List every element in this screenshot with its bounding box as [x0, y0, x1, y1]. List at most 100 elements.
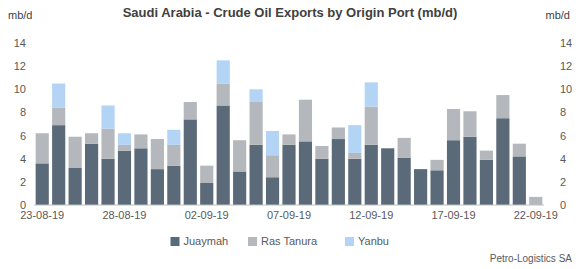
bar-segment: [250, 145, 263, 205]
x-tick-label: 23-08-19: [20, 209, 64, 221]
bar-segment: [134, 134, 147, 148]
bar-segment: [513, 144, 526, 157]
source: Petro-Logistics SA: [490, 253, 573, 264]
bar-segment: [414, 169, 427, 170]
bar-segment: [184, 102, 197, 103]
bar-segment: [101, 129, 114, 159]
bar-segment: [496, 118, 509, 205]
bar-segment: [348, 159, 361, 205]
y-tick-label: 2: [20, 176, 26, 188]
bar-segment: [315, 145, 328, 146]
bar-segment: [414, 169, 427, 205]
x-tick-label: 07-09-19: [267, 209, 311, 221]
bar-segment: [85, 144, 98, 205]
y-tick-label: 8: [20, 106, 26, 118]
y2-tick-label: 0: [560, 199, 566, 211]
y2-tick-label: 10: [560, 83, 572, 95]
y2-tick-label: 2: [560, 176, 566, 188]
bar-segment: [447, 140, 460, 205]
x-tick-label: 02-09-19: [185, 209, 229, 221]
bar-segment: [381, 148, 394, 149]
bar-segment: [299, 100, 312, 142]
bar-segment: [69, 136, 82, 137]
bar-segment: [101, 105, 114, 128]
x-tick-label: 28-08-19: [102, 209, 146, 221]
bar-segment: [266, 155, 279, 177]
bar-segment: [348, 153, 361, 159]
legend-swatch: [345, 237, 354, 246]
bar-segment: [381, 148, 394, 205]
bar-segment: [151, 169, 164, 205]
bar-segment: [217, 105, 230, 205]
bar-segment: [529, 197, 542, 205]
bar-segment: [447, 108, 460, 109]
bar-segment: [69, 168, 82, 205]
bar-segment: [36, 133, 49, 163]
bar-segment: [480, 160, 493, 205]
bar-segment: [430, 170, 443, 205]
bar-segment: [463, 111, 476, 136]
bar-segment: [250, 89, 263, 102]
bar-segment: [52, 84, 65, 108]
bar-segment: [217, 84, 230, 106]
bar-segment: [282, 134, 295, 135]
y-tick-label: 4: [20, 153, 26, 165]
bar-segment: [348, 125, 361, 153]
bar-segment: [167, 166, 180, 205]
bar-segment: [233, 140, 246, 171]
bar-segment: [496, 95, 509, 118]
bar-segment: [85, 133, 98, 134]
bar-segment: [513, 156, 526, 205]
bar-segment: [480, 150, 493, 151]
y-tick-label: 6: [20, 130, 26, 142]
bar-segment: [184, 102, 197, 119]
bar-segment: [233, 171, 246, 205]
bar-segment: [463, 137, 476, 205]
bar-segment: [200, 165, 213, 166]
bar-segment: [513, 143, 526, 144]
bar-segment: [430, 159, 443, 160]
x-tick-label: 17-09-19: [431, 209, 475, 221]
bar-segment: [282, 134, 295, 144]
bar-segment: [282, 145, 295, 205]
bar-segment: [167, 130, 180, 145]
bar-segment: [398, 158, 411, 205]
chart: Saudi Arabia - Crude Oil Exports by Orig…: [0, 0, 578, 269]
bar-segment: [398, 137, 411, 138]
legend-label: Juaymah: [184, 235, 229, 247]
bar-segment: [167, 145, 180, 166]
bar-segment: [69, 137, 82, 168]
bar-segment: [118, 151, 131, 205]
legend-swatch: [171, 237, 180, 246]
bar-segment: [529, 196, 542, 197]
bar-segment: [200, 166, 213, 183]
y-tick-label: 12: [14, 60, 26, 72]
bar-segment: [315, 146, 328, 159]
legend-swatch: [248, 237, 257, 246]
bars: [36, 60, 543, 205]
bar-segment: [365, 82, 378, 106]
bar-segment: [447, 109, 460, 140]
x-tick-label: 12-09-19: [349, 209, 393, 221]
title: Saudi Arabia - Crude Oil Exports by Orig…: [123, 5, 458, 20]
bar-segment: [101, 159, 114, 205]
bar-segment: [463, 111, 476, 112]
bar-segment: [266, 131, 279, 155]
bar-segment: [381, 148, 394, 149]
legend-label: Yanbu: [358, 235, 389, 247]
y2-label: mb/d: [546, 9, 570, 21]
bar-segment: [118, 133, 131, 145]
x-tick-label: 22-09-19: [514, 209, 558, 221]
bar-segment: [217, 60, 230, 83]
y2-tick-label: 14: [560, 37, 572, 49]
bar-segment: [151, 139, 164, 140]
bar-segment: [299, 141, 312, 205]
y2-tick-label: 4: [560, 153, 566, 165]
bar-segment: [315, 159, 328, 205]
bar-segment: [365, 145, 378, 205]
bar-segment: [36, 163, 49, 205]
bar-segment: [414, 169, 427, 170]
bar-segment: [52, 108, 65, 125]
bar-segment: [250, 102, 263, 145]
bar-segment: [332, 127, 345, 128]
